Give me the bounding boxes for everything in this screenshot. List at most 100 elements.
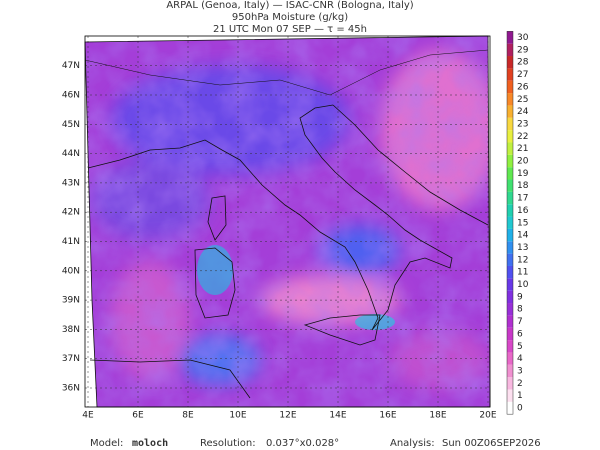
colorbar-swatch bbox=[507, 377, 513, 390]
colorbar-label: 7 bbox=[517, 317, 523, 327]
colorbar-swatch bbox=[507, 154, 513, 168]
colorbar-label: 19 bbox=[517, 169, 529, 179]
header-line: ARPAL (Genoa, Italy) — ISAC-CNR (Bologna… bbox=[166, 0, 413, 11]
colorbar-swatch bbox=[507, 179, 513, 192]
colorbar-swatch bbox=[507, 191, 513, 205]
lon-label: 4E bbox=[82, 411, 94, 421]
colorbar-swatch bbox=[507, 389, 513, 402]
colorbar-label: 9 bbox=[517, 292, 523, 302]
colorbar-swatch bbox=[507, 228, 513, 242]
footer-value: moloch bbox=[132, 438, 168, 449]
colorbar-label: 30 bbox=[517, 33, 529, 43]
lon-label: 10E bbox=[229, 411, 246, 421]
plot-border bbox=[84, 35, 491, 408]
colorbar-swatch bbox=[507, 327, 513, 341]
lon-label: 8E bbox=[182, 411, 194, 421]
colorbar-swatch bbox=[507, 303, 513, 316]
lon-label: 6E bbox=[132, 411, 144, 421]
header-line: 950hPa Moisture (g/kg) bbox=[232, 12, 348, 23]
lon-label: 12E bbox=[279, 411, 296, 421]
colorbar-swatch bbox=[507, 93, 513, 106]
colorbar-label: 5 bbox=[517, 342, 523, 352]
graticule: 36N 37N 38N 39N 40N 41N 42N 43N 44N 45N 46N 47N 4E 6E… bbox=[62, 36, 497, 421]
colorbar-label: 24 bbox=[517, 107, 529, 117]
colorbar-label: 2 bbox=[517, 379, 523, 389]
lat-label: 46N bbox=[62, 91, 80, 101]
colorbar-frame bbox=[506, 31, 514, 415]
lat-label: 39N bbox=[62, 296, 80, 306]
colorbar-label: 21 bbox=[517, 144, 528, 154]
colorbar-label: 4 bbox=[517, 354, 523, 364]
colorbar-swatch bbox=[507, 105, 513, 118]
colorbar-swatch bbox=[507, 130, 513, 143]
footer-label: Model: bbox=[90, 438, 123, 449]
moisture-field bbox=[85, 36, 490, 407]
lat-label: 45N bbox=[62, 120, 80, 130]
colorbar-label: 10 bbox=[517, 280, 529, 290]
lat-label: 43N bbox=[62, 178, 80, 188]
lat-label: 38N bbox=[62, 325, 80, 335]
colorbar-label: 12 bbox=[517, 255, 528, 265]
colorbar-label: 29 bbox=[517, 45, 529, 55]
colorbar-swatch bbox=[507, 31, 513, 44]
colorbar-swatch bbox=[507, 117, 513, 131]
lon-label: 14E bbox=[329, 411, 346, 421]
colorbar-swatch bbox=[507, 68, 513, 81]
colorbar-label: 1 bbox=[517, 391, 523, 401]
lat-label: 44N bbox=[62, 149, 80, 159]
footer-value: Sun 00Z06SEP2026 bbox=[442, 438, 541, 449]
colorbar-label: 0 bbox=[517, 404, 523, 414]
colorbar-swatch bbox=[507, 278, 513, 291]
lat-label: 37N bbox=[62, 354, 80, 364]
colorbar-label: 15 bbox=[517, 218, 528, 228]
lat-label: 42N bbox=[62, 208, 80, 218]
colorbar-label: 28 bbox=[517, 58, 529, 68]
colorbar-label: 13 bbox=[517, 243, 528, 253]
lon-label: 20E bbox=[479, 411, 496, 421]
colorbar-swatch bbox=[507, 241, 513, 254]
colorbar-swatch bbox=[507, 315, 513, 328]
lat-label: 47N bbox=[62, 61, 80, 71]
colorbar-swatch bbox=[507, 401, 513, 415]
colorbar-swatch bbox=[507, 364, 513, 378]
colorbar-label: 23 bbox=[517, 119, 528, 129]
colorbar-swatch bbox=[507, 290, 513, 304]
footer-label: Resolution: bbox=[200, 438, 256, 449]
colorbar-swatch bbox=[507, 216, 513, 229]
colorbar-swatch bbox=[507, 80, 513, 94]
lat-label: 36N bbox=[62, 384, 80, 394]
header-line: 21 UTC Mon 07 SEP — τ = 45h bbox=[213, 24, 367, 35]
colorbar-swatch bbox=[507, 56, 513, 69]
colorbar-swatch bbox=[507, 43, 513, 57]
footer-label: Analysis: bbox=[390, 438, 435, 449]
footer-value: 0.037°x0.028° bbox=[266, 438, 339, 449]
colorbar-label: 22 bbox=[517, 132, 528, 142]
colorbar-label: 18 bbox=[517, 181, 529, 191]
colorbar-swatch bbox=[507, 142, 513, 155]
colorbar-swatch bbox=[507, 352, 513, 365]
colorbar-label: 6 bbox=[517, 329, 523, 339]
colorbar: 0123456789101112131415161718192021222324… bbox=[506, 31, 529, 415]
colorbar-swatch bbox=[507, 204, 513, 217]
colorbar-swatch bbox=[507, 265, 513, 279]
colorbar-label: 3 bbox=[517, 366, 523, 376]
colorbar-label: 17 bbox=[517, 194, 528, 204]
colorbar-label: 25 bbox=[517, 95, 528, 105]
lon-label: 16E bbox=[379, 411, 396, 421]
lat-label: 41N bbox=[62, 237, 80, 247]
lon-label: 18E bbox=[429, 411, 446, 421]
colorbar-swatch bbox=[507, 340, 513, 353]
colorbar-swatch bbox=[507, 167, 513, 180]
colorbar-label: 14 bbox=[517, 231, 529, 241]
colorbar-swatch bbox=[507, 253, 513, 266]
colorbar-label: 20 bbox=[517, 157, 529, 167]
lat-label: 40N bbox=[62, 266, 80, 276]
colorbar-label: 11 bbox=[517, 268, 528, 278]
coastlines bbox=[84, 49, 489, 399]
colorbar-label: 26 bbox=[517, 82, 529, 92]
colorbar-label: 16 bbox=[517, 206, 529, 216]
colorbar-label: 8 bbox=[517, 305, 523, 315]
colorbar-label: 27 bbox=[517, 70, 528, 80]
